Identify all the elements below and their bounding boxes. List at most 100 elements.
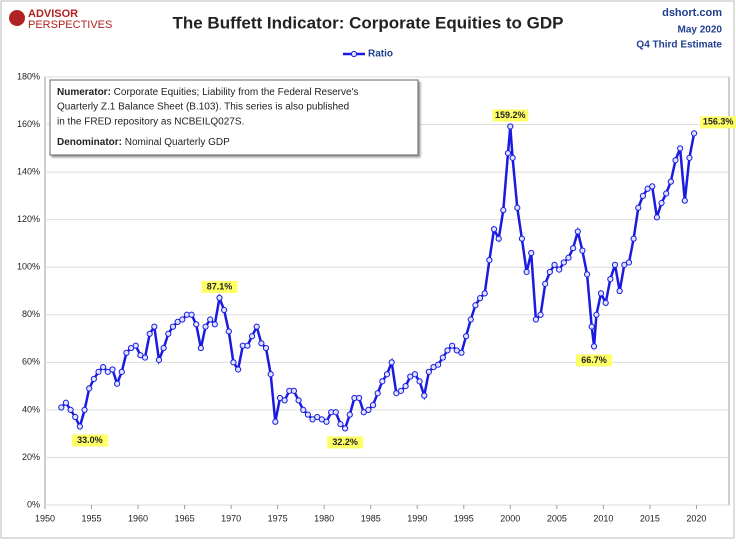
data-point bbox=[579, 247, 586, 254]
data-point bbox=[467, 316, 474, 323]
data-point bbox=[290, 387, 298, 394]
annotation-bg bbox=[327, 436, 364, 449]
data-point bbox=[295, 397, 302, 404]
source: May 2020 bbox=[678, 25, 723, 36]
data-point bbox=[141, 354, 149, 361]
data-point bbox=[262, 344, 270, 352]
x-tick-label: 1950 bbox=[35, 513, 55, 523]
data-point bbox=[574, 228, 581, 235]
data-point bbox=[621, 261, 628, 268]
y-tick-label: 120% bbox=[17, 214, 40, 224]
x-tick-label: 1985 bbox=[361, 513, 381, 523]
data-point bbox=[416, 378, 423, 385]
data-point bbox=[272, 418, 279, 425]
x-tick-label: 2005 bbox=[547, 513, 567, 523]
annotation-label: 159.2% bbox=[495, 110, 526, 120]
x-tick-label: 1965 bbox=[175, 513, 195, 523]
data-point bbox=[109, 366, 116, 373]
annotation-bg bbox=[201, 280, 238, 293]
data-point bbox=[449, 342, 456, 349]
data-point bbox=[658, 199, 665, 207]
data-point bbox=[537, 311, 544, 318]
data-point bbox=[76, 423, 83, 430]
data-point bbox=[588, 323, 595, 330]
data-point bbox=[174, 318, 181, 326]
data-point bbox=[486, 256, 493, 264]
data-point bbox=[500, 207, 507, 214]
data-point bbox=[253, 323, 260, 330]
data-point bbox=[86, 385, 93, 392]
data-point bbox=[337, 421, 344, 428]
data-point bbox=[323, 418, 330, 425]
data-point bbox=[314, 413, 321, 421]
data-point bbox=[630, 235, 637, 242]
data-point bbox=[169, 323, 177, 330]
data-point bbox=[155, 356, 163, 364]
data-point bbox=[481, 290, 488, 297]
annotation-label: 32.2% bbox=[332, 437, 358, 447]
note-label: Numerator: bbox=[57, 87, 111, 98]
data-point bbox=[590, 343, 598, 350]
legend-marker bbox=[350, 50, 358, 58]
chart-title: The Buffett Indicator: Corporate Equitie… bbox=[172, 13, 563, 32]
data-point bbox=[81, 406, 88, 413]
data-point bbox=[114, 380, 121, 387]
annotation-bg bbox=[700, 116, 736, 129]
data-point bbox=[649, 183, 656, 190]
data-point bbox=[225, 328, 232, 335]
data-point bbox=[151, 323, 158, 330]
data-point bbox=[258, 340, 265, 347]
note-line: Numerator: Corporate Equities; Liability… bbox=[57, 87, 358, 98]
data-point bbox=[551, 261, 558, 268]
data-point bbox=[72, 413, 79, 421]
x-tick-label: 1955 bbox=[82, 513, 102, 523]
data-point bbox=[672, 157, 679, 164]
data-point bbox=[435, 361, 442, 368]
data-point bbox=[300, 406, 307, 413]
data-point bbox=[472, 302, 479, 309]
data-point bbox=[607, 276, 614, 283]
annotation-label: 87.1% bbox=[207, 281, 233, 291]
annotation-bg bbox=[576, 354, 613, 367]
data-point bbox=[463, 333, 470, 340]
y-tick-label: 40% bbox=[22, 404, 40, 414]
data-point bbox=[58, 404, 65, 411]
data-point bbox=[230, 359, 237, 366]
data-point bbox=[425, 368, 432, 375]
data-point bbox=[616, 287, 623, 295]
source: Q4 Third Estimate bbox=[636, 40, 722, 51]
data-point bbox=[444, 347, 451, 354]
y-tick-label: 180% bbox=[17, 71, 40, 81]
data-point bbox=[179, 316, 186, 323]
data-point bbox=[430, 363, 437, 371]
x-tick-label: 2010 bbox=[593, 513, 613, 523]
x-tick-label: 2000 bbox=[500, 513, 520, 523]
annotation-label: 156.3% bbox=[703, 117, 734, 127]
data-point bbox=[439, 354, 446, 361]
data-point bbox=[570, 245, 577, 252]
data-point bbox=[244, 342, 251, 349]
data-point bbox=[132, 342, 139, 349]
note-line: in the FRED repository as NCBEILQ027S. bbox=[57, 117, 244, 128]
y-tick-label: 60% bbox=[22, 357, 40, 367]
data-point bbox=[188, 311, 195, 318]
data-point bbox=[355, 394, 363, 402]
data-point bbox=[565, 254, 572, 261]
data-point bbox=[388, 359, 395, 366]
data-point bbox=[127, 344, 135, 352]
brand: ADVISOR bbox=[28, 8, 78, 20]
y-tick-label: 80% bbox=[22, 309, 40, 319]
data-point bbox=[691, 130, 698, 137]
data-point bbox=[677, 145, 684, 152]
data-point bbox=[193, 321, 200, 328]
data-point bbox=[556, 266, 563, 273]
data-point bbox=[369, 402, 377, 409]
note-frame bbox=[49, 79, 419, 156]
data-point bbox=[197, 344, 204, 352]
x-tick-label: 1995 bbox=[454, 513, 474, 523]
data-point bbox=[402, 383, 409, 390]
data-point bbox=[532, 316, 539, 323]
data-point bbox=[160, 344, 167, 352]
logo bbox=[9, 10, 25, 26]
data-point bbox=[560, 259, 567, 266]
